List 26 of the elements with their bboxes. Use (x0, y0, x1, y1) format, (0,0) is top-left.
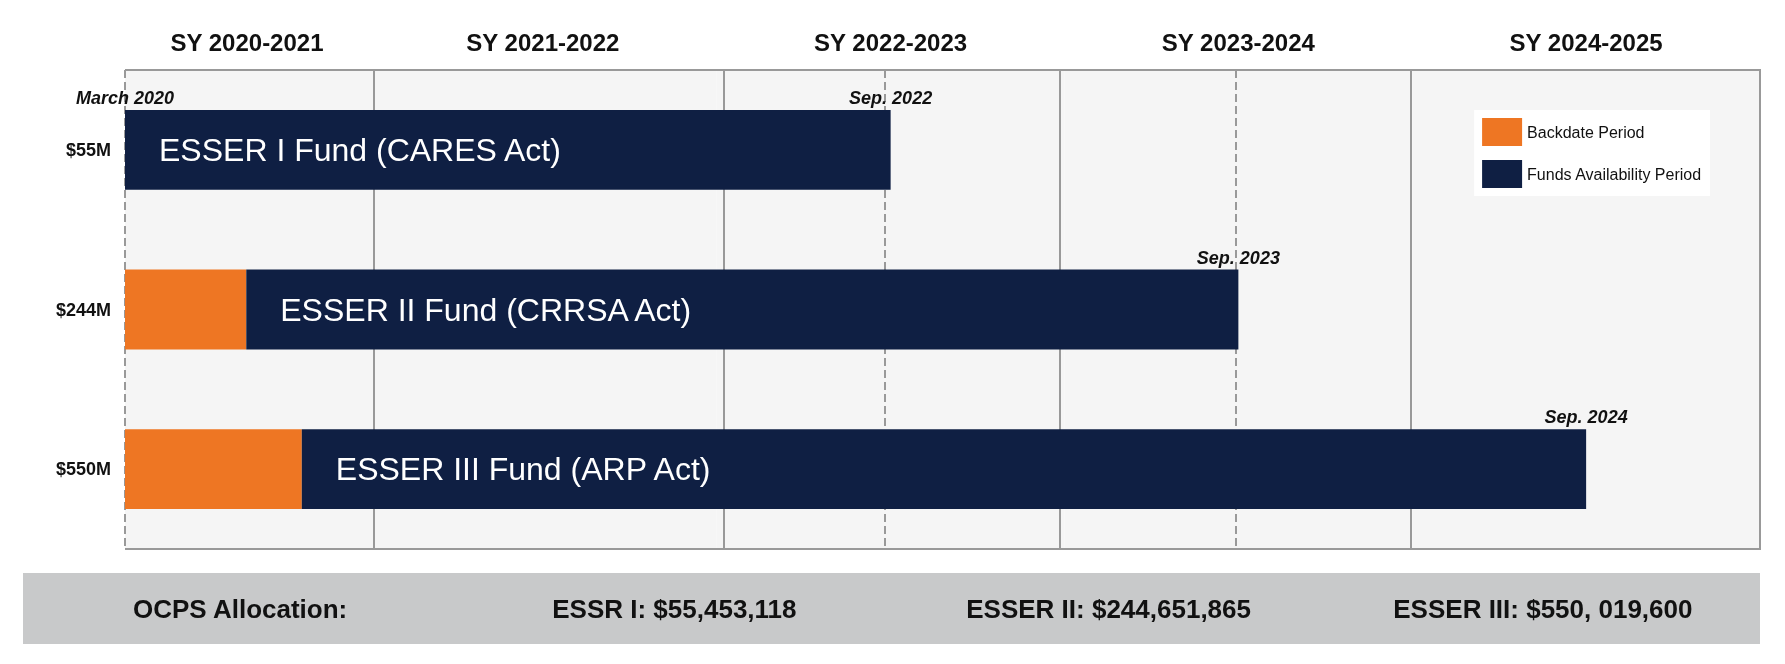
band-label: SY 2024-2025 (1509, 28, 1663, 56)
y-tick-label: $244M (55, 299, 111, 320)
annotation: ESSER I Fund (CARES Act) (159, 131, 561, 168)
band-label: SY 2020-2021 (170, 28, 324, 56)
annotation: Sep. 2024 (1544, 407, 1628, 428)
annotation: Sep. 2022 (849, 87, 933, 108)
band-label: SY 2022-2023 (814, 28, 968, 56)
band-label: SY 2023-2024 (1161, 28, 1316, 56)
bar (301, 429, 1587, 510)
text: ESSER III: $550, 019,600 (1393, 593, 1693, 624)
legend-label: Funds Availability Period (1527, 165, 1702, 183)
text: OCPS Allocation: (132, 593, 348, 624)
bar (125, 109, 891, 190)
y-tick-label: $55M (65, 139, 111, 160)
bar (125, 429, 302, 510)
bar (246, 269, 1239, 350)
legend-label: Backdate Period (1527, 123, 1645, 141)
band-label: SY 2021-2022 (466, 28, 620, 56)
bar (125, 269, 247, 350)
annotation: Sep. 2023 (1196, 247, 1280, 268)
text: ESSER II: $244,651,865 (966, 593, 1251, 624)
annotation: ESSER III Fund (ARP Act) (335, 451, 711, 488)
text: ESSR I: $55,453,118 (552, 593, 797, 624)
annotation: ESSER II Fund (CRRSA Act) (280, 291, 692, 328)
annotation: March 2020 (75, 87, 175, 108)
y-tick-label: $550M (55, 459, 111, 480)
